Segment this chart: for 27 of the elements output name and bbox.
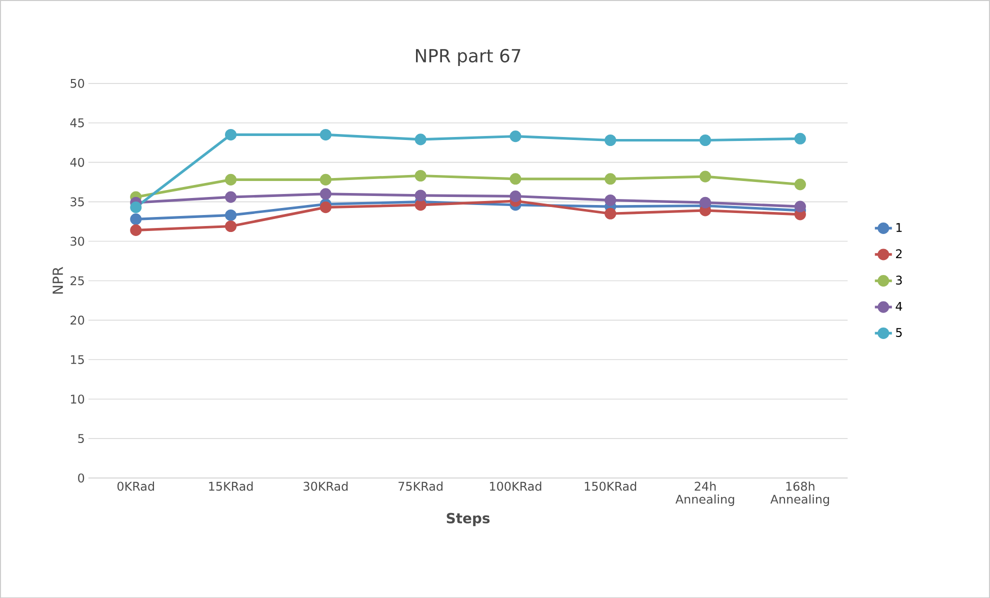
x-tick-label: 100KRad (490, 481, 542, 491)
legend-label: 4 (896, 302, 902, 310)
x-tick-label: 168h Annealing (770, 481, 829, 506)
legend-label: 1 (896, 222, 902, 232)
y-tick-label: 0 (78, 473, 84, 482)
chart-title: NPR part 67 (416, 48, 520, 66)
x-tick-label: 0KRad (117, 481, 154, 491)
legend-label: 5 (896, 328, 902, 337)
y-tick-label: 35 (70, 197, 84, 206)
x-tick-label: 150KRad (584, 481, 636, 491)
y-tick-label: 10 (71, 394, 84, 404)
y-tick-label: 50 (70, 78, 84, 88)
y-axis-title: NPR (52, 266, 63, 294)
y-tick-label: 25 (70, 276, 84, 286)
y-tick-label: 20 (70, 315, 84, 325)
x-tick-label: 30KRad (304, 481, 348, 491)
y-tick-label: 45 (70, 118, 84, 128)
x-tick-label: 75KRad (398, 481, 442, 491)
y-tick-label: 15 (71, 355, 84, 364)
legend-label: 2 (896, 249, 902, 258)
legend-label: 3 (896, 275, 902, 284)
x-tick-label: 24h Annealing (676, 481, 734, 506)
y-tick-label: 30 (70, 236, 84, 246)
x-axis-title: Steps (446, 512, 490, 526)
x-tick-label: 15KRad (209, 481, 253, 491)
y-tick-label: 5 (78, 434, 84, 443)
y-tick-label: 40 (70, 158, 84, 167)
